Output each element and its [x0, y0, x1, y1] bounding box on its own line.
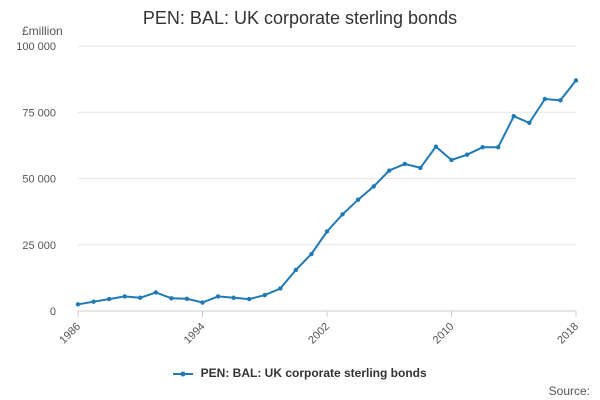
y-tick-label: 0 — [50, 306, 56, 318]
data-point — [138, 295, 143, 300]
data-point — [246, 296, 252, 302]
x-tick-label: 1994 — [182, 321, 208, 347]
data-point — [387, 168, 392, 173]
legend-label: PEN: BAL: UK corporate sterling bonds — [200, 366, 427, 380]
y-tick-label: 100 000 — [16, 41, 56, 53]
data-point — [309, 251, 314, 257]
y-axis-unit-label: £million — [22, 24, 63, 38]
chart-title: PEN: BAL: UK corporate sterling bonds — [142, 8, 458, 28]
data-point — [278, 286, 283, 291]
source-label: Source: — [548, 384, 590, 398]
data-point — [200, 300, 205, 305]
x-tick-label: 2010 — [431, 321, 457, 347]
data-point — [402, 161, 408, 167]
series-points — [75, 78, 579, 307]
data-point — [418, 165, 423, 171]
data-point — [355, 197, 361, 202]
data-point — [464, 152, 470, 157]
data-point — [293, 267, 299, 273]
data-point — [215, 294, 221, 299]
data-point — [573, 78, 579, 83]
data-point — [495, 145, 501, 150]
data-point — [262, 292, 267, 298]
data-point — [480, 145, 485, 150]
y-tick-label: 50 000 — [22, 174, 56, 186]
x-tick-label: 1986 — [57, 321, 83, 347]
data-point — [122, 294, 127, 299]
data-point — [153, 290, 159, 295]
data-point — [527, 120, 532, 126]
y-axis-ticks: 0 25 000 50 000 75 000 100 000 — [16, 41, 56, 318]
y-tick-label: 25 000 — [22, 240, 56, 252]
data-point — [231, 295, 236, 300]
grid-lines — [78, 45, 576, 246]
data-point — [184, 296, 190, 302]
x-tick-label: 2018 — [555, 321, 581, 347]
data-point — [324, 229, 330, 234]
data-point — [511, 114, 516, 119]
data-point — [371, 184, 376, 189]
x-axis-ticks: 1986 1994 2002 2010 2018 — [57, 311, 581, 346]
legend-swatch — [173, 371, 194, 377]
x-tick-label: 2002 — [306, 321, 332, 347]
data-point — [433, 144, 439, 149]
data-point — [75, 302, 81, 307]
y-tick-label: 75 000 — [22, 107, 56, 119]
data-point — [542, 96, 548, 102]
data-point — [169, 296, 174, 301]
data-point — [91, 299, 96, 304]
data-point — [106, 296, 112, 302]
series-line — [77, 79, 577, 306]
data-point — [449, 157, 454, 163]
legend: PEN: BAL: UK corporate sterling bonds — [0, 366, 600, 380]
data-point — [558, 98, 563, 103]
data-point — [340, 212, 345, 217]
